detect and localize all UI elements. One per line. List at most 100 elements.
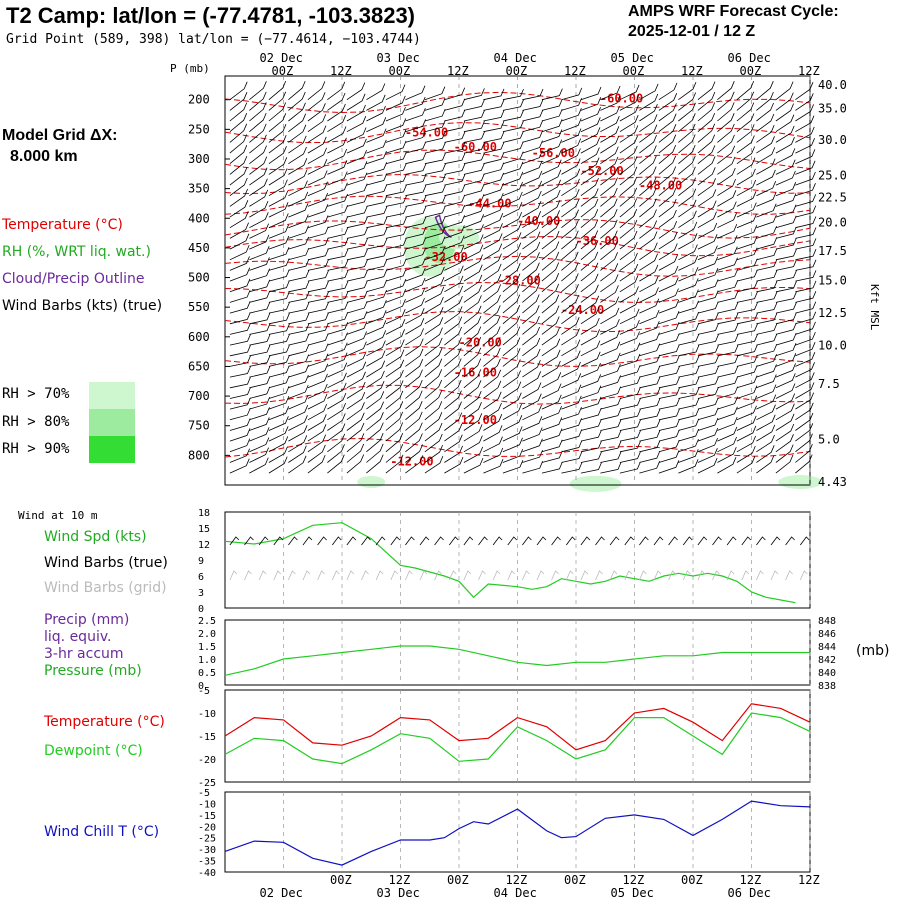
surface-wind-barb bbox=[522, 536, 532, 546]
wind-barb bbox=[346, 183, 368, 197]
wind-barb bbox=[444, 306, 463, 325]
wind-barb bbox=[288, 102, 306, 122]
wind-barb bbox=[268, 179, 288, 197]
wind-barb bbox=[424, 97, 446, 111]
wind-barb bbox=[658, 419, 680, 431]
wind-barb bbox=[522, 315, 540, 335]
wind-barb bbox=[736, 405, 757, 421]
legend-rh90: RH > 90% bbox=[2, 441, 70, 457]
panel-tick-label: -15 bbox=[198, 732, 216, 743]
wind-barb bbox=[483, 182, 504, 197]
wind-barb bbox=[580, 251, 599, 271]
legend-precip-liq: liq. equiv. bbox=[44, 629, 112, 645]
wind-barb bbox=[268, 280, 290, 293]
wind-barb bbox=[522, 382, 542, 399]
wind-barb bbox=[775, 353, 797, 367]
wind-barb bbox=[307, 114, 327, 133]
wind-barb bbox=[619, 263, 639, 282]
isotherm-line bbox=[224, 219, 811, 239]
isotherm-label: -60.00 bbox=[454, 140, 497, 154]
wind-barb bbox=[424, 226, 446, 239]
panel-tick-label: 18 bbox=[198, 508, 210, 519]
wind-barb bbox=[288, 374, 309, 389]
wind-barb bbox=[229, 145, 248, 165]
wind-barb bbox=[795, 423, 814, 442]
panel-tick-label: 0 bbox=[198, 681, 204, 692]
rh-area bbox=[569, 475, 622, 492]
wind-barb bbox=[307, 248, 329, 261]
wind-barb bbox=[619, 115, 639, 133]
wind-barb bbox=[249, 279, 271, 293]
wind-barb bbox=[678, 387, 700, 399]
wind-barb bbox=[795, 454, 813, 474]
wind-barb bbox=[600, 252, 618, 271]
wind-barb bbox=[795, 194, 817, 207]
wind-barb bbox=[385, 309, 406, 325]
wind-barb bbox=[795, 342, 816, 357]
wind-barb bbox=[580, 317, 600, 335]
wind-barb bbox=[444, 87, 466, 101]
wind-barb bbox=[522, 294, 540, 314]
wind-barb bbox=[561, 440, 583, 453]
wind-barb bbox=[249, 189, 269, 207]
wind-barb bbox=[444, 194, 466, 207]
wind-barb bbox=[736, 179, 757, 197]
wind-barb bbox=[522, 326, 540, 346]
wind-barb bbox=[639, 430, 661, 442]
wind-barb bbox=[424, 142, 446, 154]
wind-barb bbox=[268, 80, 287, 101]
wind-barb bbox=[385, 369, 404, 389]
wind-barb bbox=[249, 167, 268, 186]
wind-barb bbox=[463, 142, 485, 154]
wind-barb bbox=[346, 93, 366, 111]
isotherm-label: -24.00 bbox=[561, 303, 604, 317]
legend-dewpoint: Dewpoint (°C) bbox=[44, 743, 143, 759]
wind-barb bbox=[405, 318, 425, 335]
legend-rh: RH (%, WRT liq. wat.) bbox=[2, 244, 151, 260]
wind-barb bbox=[463, 214, 485, 229]
wind-barb bbox=[405, 267, 426, 282]
surface-wind-barb bbox=[419, 536, 430, 546]
wind-barb bbox=[639, 134, 657, 154]
wind-barb bbox=[639, 276, 659, 293]
wind-barb bbox=[775, 137, 795, 154]
wind-barb bbox=[678, 221, 698, 239]
wind-barb bbox=[561, 306, 580, 325]
wind-barb bbox=[639, 387, 661, 399]
wind-barb bbox=[541, 294, 560, 314]
wind-barb bbox=[619, 187, 638, 207]
wind-barb bbox=[502, 110, 524, 122]
wind-barb bbox=[346, 259, 368, 271]
wind-barb bbox=[424, 307, 444, 325]
top-time-label: 00Z bbox=[389, 64, 411, 78]
wind-barb bbox=[346, 443, 365, 463]
wind-barb bbox=[580, 440, 602, 453]
wind-barb bbox=[678, 418, 700, 431]
wind-barb bbox=[463, 337, 482, 357]
bottom-date-label: 03 Dec bbox=[377, 886, 420, 900]
wind-barb bbox=[444, 205, 466, 218]
wind-barb bbox=[307, 444, 326, 463]
wind-barb bbox=[366, 227, 388, 239]
wind-barb bbox=[502, 415, 523, 431]
wind-barb bbox=[522, 99, 544, 111]
wind-barb bbox=[619, 430, 641, 442]
isotherm-label: -48.00 bbox=[639, 179, 682, 193]
wind-barb bbox=[288, 405, 309, 421]
surface-wind-barb bbox=[507, 536, 518, 546]
wind-barb bbox=[385, 216, 407, 229]
wind-barb bbox=[795, 149, 816, 165]
wind-barb bbox=[717, 178, 736, 197]
wind-barb bbox=[229, 448, 250, 463]
wind-barb bbox=[600, 85, 621, 101]
wind-barb bbox=[229, 81, 248, 101]
wind-barb bbox=[600, 330, 621, 346]
wind-barb bbox=[717, 134, 735, 154]
wind-barb bbox=[346, 331, 367, 346]
wind-barb bbox=[717, 145, 736, 165]
wind-barb bbox=[483, 347, 501, 367]
wind-barb bbox=[327, 193, 348, 207]
wind-barb bbox=[561, 209, 579, 229]
grid-wind-barb bbox=[361, 570, 369, 581]
wind-barb bbox=[561, 373, 582, 389]
